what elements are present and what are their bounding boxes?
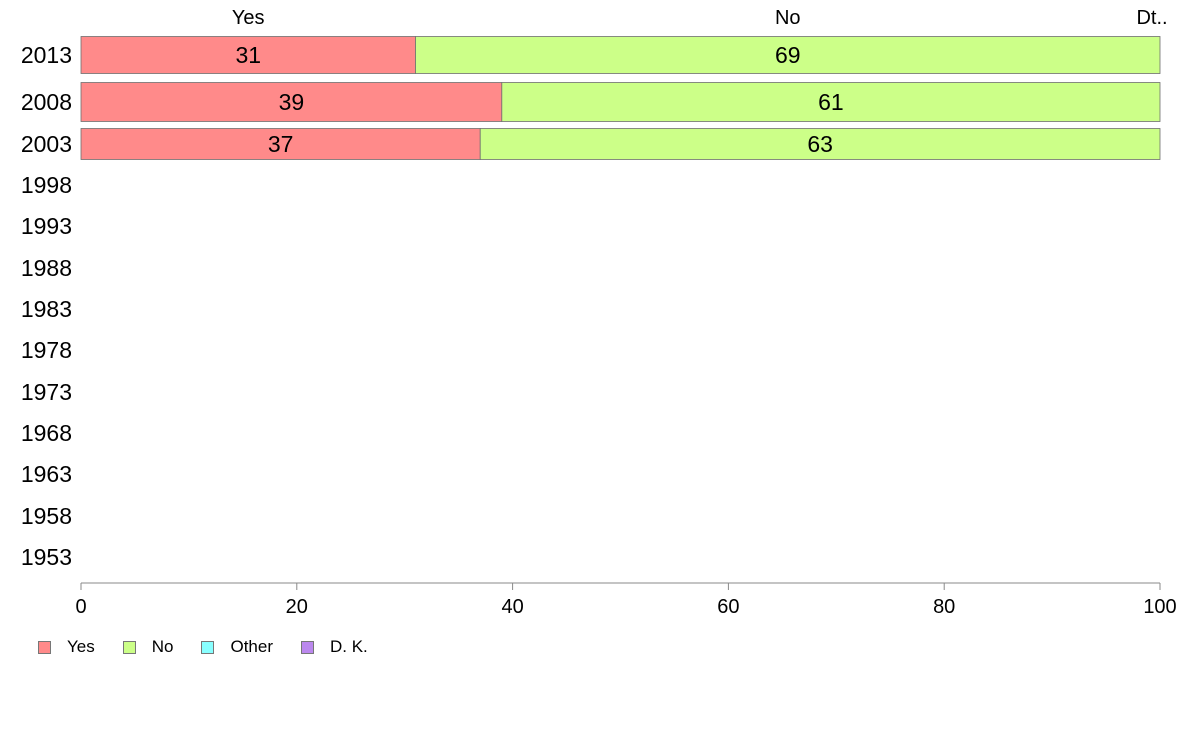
bar-label-no-2013: 69 xyxy=(775,42,801,68)
bar-no-2008 xyxy=(501,82,1161,122)
year-label-2003: 2003 xyxy=(21,131,72,157)
x-tick-label-80: 80 xyxy=(933,596,955,618)
bar-label-no-2003: 63 xyxy=(807,131,833,157)
year-label-1993: 1993 xyxy=(21,213,72,239)
year-label-2008: 2008 xyxy=(21,89,72,115)
x-axis: 0 20 40 60 80 100 xyxy=(75,582,1177,618)
legend-label-yes: Yes xyxy=(67,637,95,656)
x-tick-label-40: 40 xyxy=(501,596,523,618)
year-label-1958: 1958 xyxy=(21,503,72,529)
year-labels: 2013 2008 2003 1998 1993 1988 1983 1978 1973 1968… xyxy=(21,42,72,570)
bar-label-yes-2003: 37 xyxy=(268,131,294,157)
year-label-2013: 2013 xyxy=(21,42,72,68)
x-tick-label-100: 100 xyxy=(1143,596,1176,618)
bars xyxy=(80,36,1161,160)
legend-swatch-yes xyxy=(38,640,51,654)
x-tick-label-0: 0 xyxy=(75,596,86,618)
legend-label-no: No xyxy=(151,637,174,656)
legend-item-yes: Yes xyxy=(38,637,95,657)
bar-no-2003 xyxy=(479,128,1161,160)
top-label-2: Dt.. xyxy=(1136,7,1167,29)
bar-no-2013 xyxy=(415,36,1161,74)
legend-item-d-k: D. K. xyxy=(301,637,368,657)
legend-label-other: Other xyxy=(230,637,273,656)
bar-yes-2013 xyxy=(80,36,416,74)
x-tick-label-60: 60 xyxy=(717,596,739,618)
bar-label-yes-2008: 39 xyxy=(279,89,305,115)
year-label-1973: 1973 xyxy=(21,379,72,405)
legend-item-no: No xyxy=(122,637,174,657)
year-label-1983: 1983 xyxy=(21,296,72,322)
top-label-0: Yes xyxy=(232,7,265,29)
top-labels: Yes No Dt.. xyxy=(232,7,1168,29)
legend-item-other: Other xyxy=(201,637,273,657)
bar-label-yes-2013: 31 xyxy=(235,42,261,68)
bar-yes-2008 xyxy=(80,82,503,122)
x-tick-label-20: 20 xyxy=(286,596,308,618)
year-label-1988: 1988 xyxy=(21,255,72,281)
year-label-1978: 1978 xyxy=(21,337,72,363)
year-label-1998: 1998 xyxy=(21,172,72,198)
top-label-1: No xyxy=(775,7,801,29)
legend-swatch-other xyxy=(201,640,215,654)
year-label-1968: 1968 xyxy=(21,420,72,446)
year-label-1953: 1953 xyxy=(21,544,72,570)
legend-swatch-no xyxy=(122,640,136,654)
legend-swatch-d-k xyxy=(301,640,314,654)
legend: Yes No Other D. K. xyxy=(38,636,396,658)
legend-label-d-k: D. K. xyxy=(330,637,368,656)
year-label-1963: 1963 xyxy=(21,461,72,487)
bar-label-no-2008: 61 xyxy=(818,89,844,115)
bar-labels: 31 69 39 61 37 63 xyxy=(235,42,843,157)
bar-yes-2003 xyxy=(80,128,481,160)
